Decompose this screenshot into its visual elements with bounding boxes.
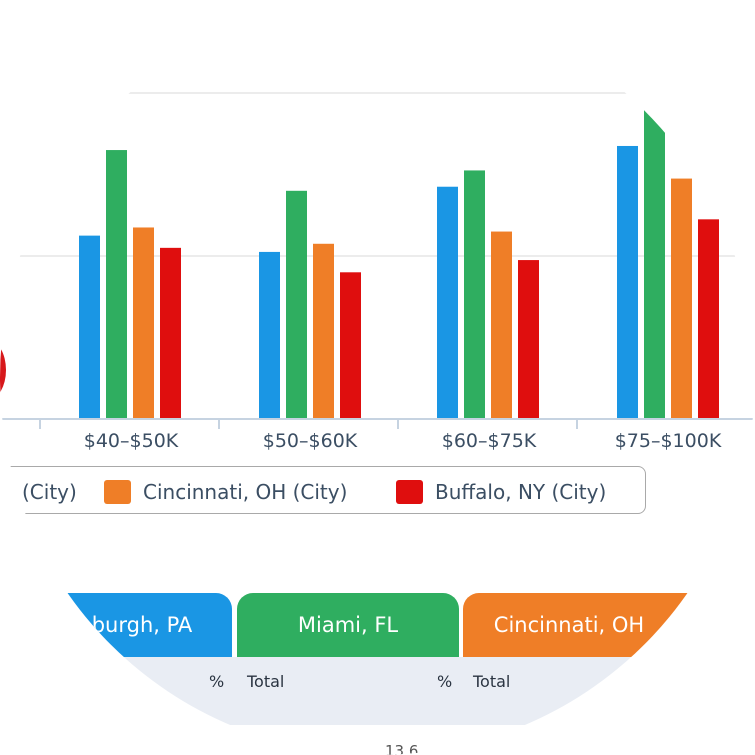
tab-miami[interactable]: Miami, FL <box>237 593 459 657</box>
legend-item-buffalo[interactable]: Buffalo, NY (City) <box>396 479 606 505</box>
bar[interactable] <box>464 170 485 419</box>
x-tick-label: $75–$100K <box>615 430 722 452</box>
bar[interactable] <box>160 247 181 419</box>
bar[interactable] <box>437 186 458 419</box>
bar[interactable] <box>286 190 307 419</box>
x-axis: $40–$50K $50–$60K $60–$75K $75–$100K <box>0 418 755 452</box>
legend-item-cincinnati[interactable]: Cincinnati, OH (City) <box>104 479 347 505</box>
bar[interactable] <box>79 235 100 419</box>
bar[interactable] <box>491 231 512 419</box>
partial-value: 13.6 <box>385 742 419 755</box>
bar[interactable] <box>644 109 665 420</box>
tab-label: Cincinnati, OH <box>493 613 645 637</box>
tab-label: Miami, FL <box>297 613 399 637</box>
legend-swatch-orange <box>104 480 131 504</box>
x-tick-label: $50–$60K <box>263 430 358 452</box>
bar[interactable] <box>106 150 127 420</box>
bar[interactable] <box>617 145 638 419</box>
bar[interactable] <box>698 219 719 419</box>
tab-label: burgh, PA <box>91 613 193 637</box>
bar[interactable] <box>518 260 539 419</box>
tab-pittsburgh[interactable]: burgh, PA <box>52 593 232 657</box>
bar[interactable] <box>133 227 154 419</box>
x-tick-label: $60–$75K <box>442 430 537 452</box>
tab-cincinnati[interactable]: Cincinnati, OH <box>463 593 703 657</box>
bars <box>79 109 719 420</box>
bar-chart: $40–$50K $50–$60K $60–$75K $75–$100K <box>0 92 755 452</box>
bar[interactable] <box>340 272 361 419</box>
legend-swatch-red <box>396 480 423 504</box>
pct-header: % <box>209 672 225 691</box>
bar[interactable] <box>671 178 692 419</box>
legend-item-partial[interactable]: (City) <box>22 479 77 505</box>
legend-label: Cincinnati, OH (City) <box>143 480 348 504</box>
x-tick-label: $40–$50K <box>84 430 179 452</box>
table-subheader-row <box>0 657 755 725</box>
legend <box>0 466 646 514</box>
bar[interactable] <box>259 251 280 419</box>
pct-header: % <box>437 672 453 691</box>
partial-red-marker <box>0 340 6 400</box>
total-header: Total <box>247 672 285 691</box>
bar[interactable] <box>313 243 334 419</box>
legend-label: (City) <box>22 480 77 504</box>
total-header: Total <box>473 672 511 691</box>
legend-label: Buffalo, NY (City) <box>435 480 607 504</box>
